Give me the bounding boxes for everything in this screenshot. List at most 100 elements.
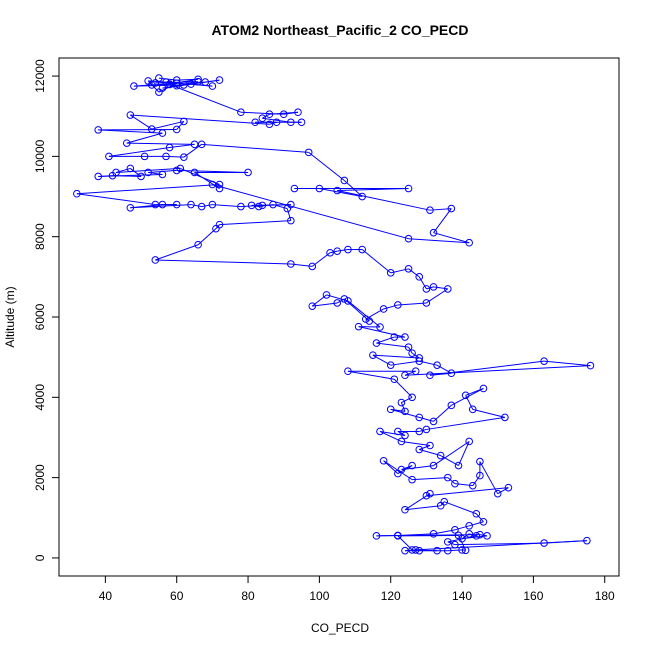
data-point — [426, 441, 434, 450]
series-segment — [408, 268, 420, 278]
data-point — [429, 228, 438, 237]
series-segment — [393, 378, 413, 398]
data-point — [151, 200, 160, 209]
data-point — [283, 204, 292, 213]
data-point — [404, 184, 413, 193]
data-point — [472, 532, 481, 540]
data-point — [411, 367, 420, 376]
data-point — [583, 536, 591, 545]
data-point — [180, 153, 188, 161]
series-segment — [372, 354, 420, 359]
series-segment — [312, 302, 338, 307]
data-point — [130, 82, 138, 90]
data-point — [251, 118, 259, 127]
series-segment — [411, 352, 420, 359]
series-segment — [155, 244, 199, 261]
data-point — [376, 427, 384, 436]
data-point — [187, 80, 195, 88]
data-point — [265, 110, 274, 119]
data-point — [172, 79, 181, 88]
data-point — [333, 247, 342, 255]
data-point — [422, 299, 431, 307]
series-segment — [286, 208, 292, 221]
data-point — [476, 457, 484, 466]
data-point — [390, 375, 399, 384]
data-point — [197, 202, 206, 211]
series-segment — [415, 540, 587, 551]
data-point — [433, 546, 441, 555]
data-point — [254, 202, 263, 211]
data-point — [426, 371, 434, 380]
data-point — [408, 461, 416, 470]
series-segment — [337, 190, 431, 211]
data-point — [208, 180, 217, 189]
series-segment — [404, 365, 591, 376]
data-point — [408, 393, 416, 402]
data-point — [269, 200, 277, 209]
series-segment — [472, 408, 505, 418]
series-segment — [347, 300, 381, 328]
data-point — [372, 532, 381, 540]
y-axis-label: Altitude (m) — [3, 286, 17, 347]
series-segment — [397, 302, 427, 306]
data-point — [287, 216, 295, 225]
data-point — [447, 204, 456, 213]
data-point — [476, 471, 484, 480]
series-segment — [115, 167, 131, 173]
x-tick-label: 100 — [309, 589, 329, 603]
y-tick-label: 12000 — [33, 59, 47, 93]
series-segment — [451, 388, 484, 406]
series-segment — [76, 183, 220, 195]
data-point — [443, 473, 452, 482]
series-segment — [358, 326, 406, 338]
data-point — [461, 391, 470, 400]
series-segment — [165, 155, 184, 158]
data-point — [94, 126, 103, 134]
series-segment — [401, 396, 413, 403]
data-point — [397, 437, 406, 446]
data-point — [126, 203, 135, 212]
data-point — [344, 245, 352, 254]
data-point — [429, 283, 438, 291]
series-segment — [458, 441, 470, 466]
data-point — [429, 417, 438, 426]
data-point — [415, 357, 424, 365]
data-point — [386, 405, 395, 414]
series-segment — [151, 120, 184, 130]
x-axis: 40 60 80 100 120 140 160 180 — [99, 576, 615, 603]
data-point — [493, 489, 502, 498]
data-point — [376, 323, 384, 331]
data-point — [472, 509, 481, 518]
data-point — [415, 354, 424, 362]
series-segment — [361, 249, 392, 274]
data-point — [358, 245, 366, 254]
data-point — [394, 427, 402, 436]
data-point — [208, 82, 217, 90]
series-segment — [383, 304, 398, 310]
series-segment — [130, 114, 270, 125]
series-segment — [440, 501, 445, 507]
data-point — [340, 176, 349, 185]
data-point — [415, 546, 424, 555]
data-point — [144, 168, 152, 177]
data-point — [454, 531, 463, 540]
data-point — [426, 489, 434, 498]
series-segment — [497, 487, 509, 495]
series-segment — [426, 487, 509, 497]
data-point — [308, 262, 317, 271]
data-point — [404, 343, 413, 351]
y-tick-label: 2000 — [33, 464, 47, 491]
series-segment — [176, 169, 249, 173]
data-point — [287, 260, 295, 268]
data-point — [401, 431, 409, 440]
x-tick-label: 40 — [99, 589, 113, 603]
chart-title: ATOM2 Northeast_Pacific_2 CO_PECD — [211, 22, 468, 38]
series-segment — [433, 441, 470, 466]
series-segment — [130, 114, 153, 130]
series-segment — [344, 298, 370, 322]
series-segment — [262, 113, 270, 119]
data-point — [451, 540, 459, 549]
series-segment — [447, 549, 463, 552]
data-point — [443, 538, 452, 546]
series-segment — [401, 440, 431, 446]
